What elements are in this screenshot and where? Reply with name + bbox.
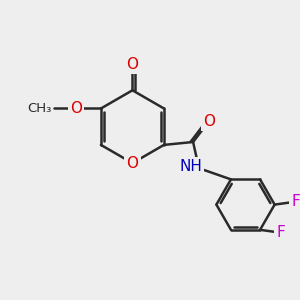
Text: CH₃: CH₃ — [27, 102, 51, 115]
Text: O: O — [203, 113, 215, 128]
Text: NH: NH — [179, 159, 202, 174]
Text: O: O — [126, 156, 138, 171]
Text: O: O — [126, 57, 138, 72]
Text: F: F — [291, 194, 300, 209]
Text: F: F — [277, 225, 285, 240]
Text: O: O — [70, 101, 82, 116]
